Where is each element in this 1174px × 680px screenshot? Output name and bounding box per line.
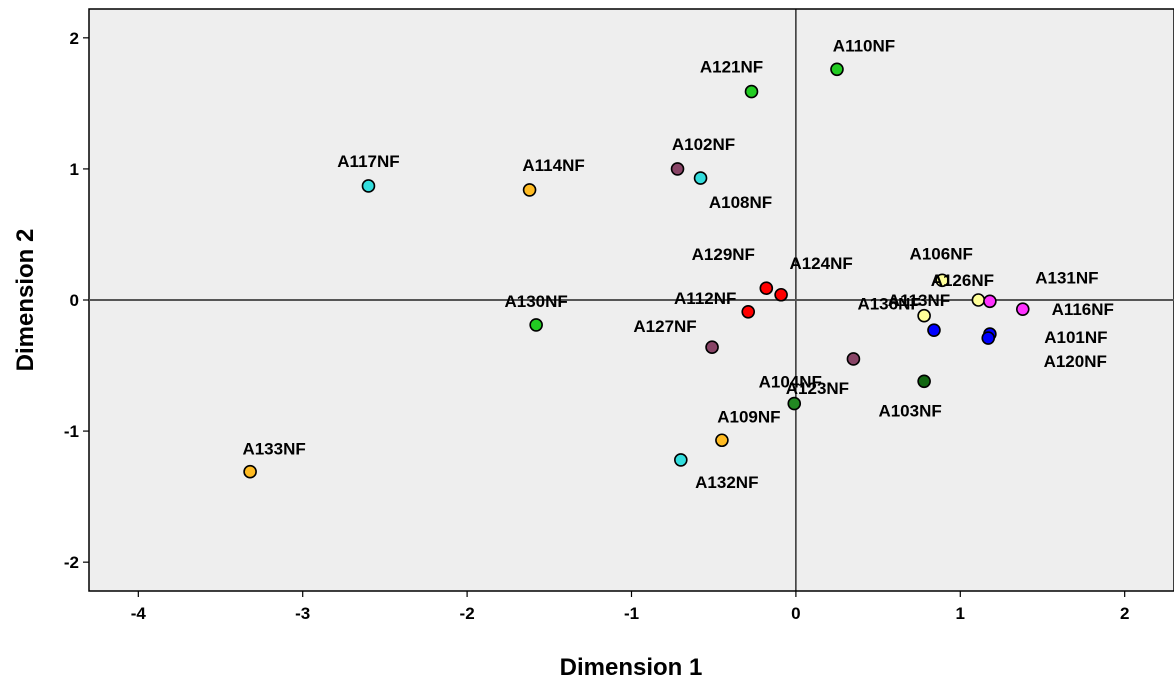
data-point-a131nf [983, 294, 997, 309]
point-label-a117nf: A117NF [337, 152, 399, 171]
y-tick-label: -1 [64, 422, 79, 441]
point-label-a123nf: A123NF [786, 379, 849, 398]
data-point-a121nf [744, 84, 759, 99]
x-tick-label: 2 [1120, 604, 1129, 623]
point-label-a113nf: A113NF [888, 291, 950, 310]
point-label-a102nf: A102NF [672, 135, 735, 154]
y-tick-label: 2 [70, 29, 79, 48]
data-point-a103nf [917, 374, 931, 389]
data-point-a130nf [529, 318, 543, 332]
x-tick-label: -1 [624, 604, 639, 623]
data-point-a108nf [693, 171, 708, 185]
data-point-a132nf [674, 453, 688, 467]
data-point-a133nf [243, 464, 257, 479]
point-label-a110nf: A110NF [833, 36, 895, 55]
y-tick-label: 1 [70, 160, 79, 179]
y-axis-ticks: -2 -1 0 1 2 [64, 29, 89, 572]
x-tick-label: -4 [131, 604, 147, 623]
data-point-a114nf [522, 183, 537, 197]
data-point-a102nf [670, 162, 685, 176]
point-label-a101nf: A101NF [1044, 328, 1107, 347]
x-tick-label: 1 [956, 604, 965, 623]
data-point-a120nf [981, 331, 996, 345]
point-label-a126nf: A126NF [931, 271, 994, 290]
point-label-a103nf: A103NF [878, 401, 941, 420]
point-label-a121nf: A121NF [700, 58, 763, 77]
y-tick-label: -2 [64, 553, 79, 572]
data-point-a126nf [971, 293, 986, 307]
data-points [243, 62, 1030, 479]
point-label-a130nf: A130NF [504, 292, 567, 311]
data-point-a113nf [927, 323, 941, 337]
x-tick-label: -2 [460, 604, 475, 623]
data-point-a109nf [715, 433, 729, 448]
data-point-a106nf [935, 273, 950, 288]
point-label-a109nf: A109NF [717, 407, 780, 426]
y-axis-title: Dimension 2 [12, 229, 39, 372]
point-labels: A110NF A121NF A117NF A114NF A102NF A108NF A129… [242, 36, 1113, 492]
x-tick-label: -3 [295, 604, 310, 623]
point-label-a136nf: A136NF [857, 295, 920, 314]
point-label-a131nf: A131NF [1035, 268, 1098, 287]
point-label-a132nf: A132NF [695, 473, 758, 492]
x-axis-title: Dimension 1 [560, 654, 703, 680]
y-tick-label: 0 [70, 291, 79, 310]
data-point-a136nf [917, 308, 931, 323]
data-point-a110nf [830, 62, 844, 77]
point-label-a114nf: A114NF [522, 156, 584, 175]
data-point-a127nf [705, 340, 719, 354]
data-point-a124nf [774, 287, 788, 302]
data-point-a129nf [759, 281, 774, 296]
point-label-a120nf: A120NF [1044, 352, 1107, 371]
point-label-a112nf: A112NF [674, 289, 736, 308]
data-point-a117nf [361, 179, 376, 193]
point-label-a108nf: A108NF [709, 193, 772, 212]
x-tick-label: 0 [791, 604, 800, 623]
point-label-a124nf: A124NF [789, 254, 852, 273]
point-label-a106nf: A106NF [910, 244, 973, 263]
data-point-a123nf [846, 352, 861, 366]
point-label-a116nf: A116NF [1052, 300, 1114, 319]
data-point-a112nf [741, 304, 756, 319]
point-label-a127nf: A127NF [633, 317, 696, 336]
data-point-a104nf [787, 396, 802, 411]
x-axis-ticks: -4 -3 -2 -1 0 1 2 [131, 591, 1129, 623]
point-label-a133nf: A133NF [242, 440, 305, 459]
data-point-a116nf [1015, 302, 1030, 316]
point-label-a104nf: A104NF [759, 373, 822, 392]
point-label-a129nf: A129NF [692, 245, 755, 264]
